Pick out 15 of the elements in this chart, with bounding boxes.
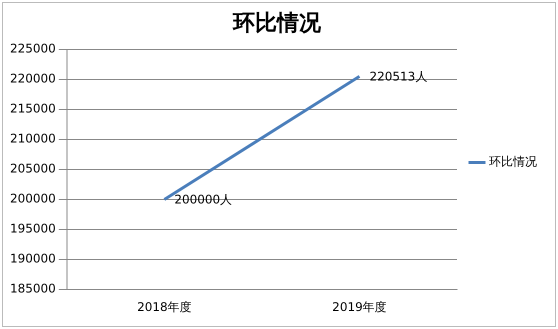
chart-title: 环比情况 <box>232 10 322 35</box>
data-label: 220513人 <box>369 69 428 84</box>
legend-label: 环比情况 <box>489 154 537 169</box>
y-tick-label: 195000 <box>10 222 56 236</box>
x-tick-label: 2018年度 <box>137 300 192 314</box>
y-tick-label: 210000 <box>10 132 56 146</box>
y-tick-label: 205000 <box>10 162 56 176</box>
data-label: 200000人 <box>174 192 232 207</box>
y-tick-label: 190000 <box>10 252 56 266</box>
y-tick-label: 185000 <box>10 282 56 296</box>
x-tick-label: 2019年度 <box>332 300 387 314</box>
y-tick-label: 225000 <box>10 42 56 56</box>
y-tick-label: 220000 <box>10 72 56 86</box>
y-tick-label: 200000 <box>10 192 56 206</box>
y-tick-label: 215000 <box>10 102 56 116</box>
